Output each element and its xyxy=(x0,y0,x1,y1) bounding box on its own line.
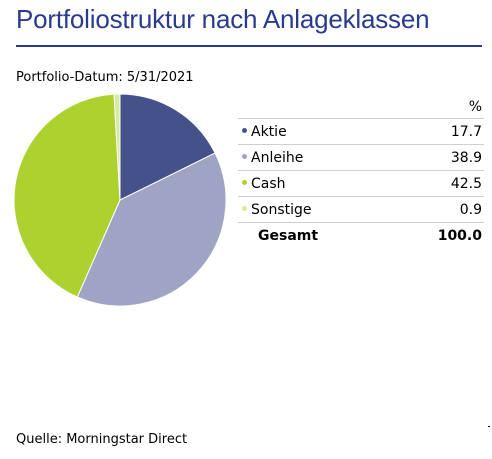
legend-total-row: Gesamt 100.0 xyxy=(238,223,484,249)
legend-dot-cash xyxy=(242,180,247,185)
legend-dot-sonstige xyxy=(242,206,247,211)
chart-title: Portfoliostruktur nach Anlageklassen xyxy=(16,4,430,34)
legend-value-cash: 42.5 xyxy=(393,170,484,197)
total-label: Gesamt xyxy=(258,227,319,244)
legend-row-aktie: Aktie 17.7 xyxy=(238,118,484,145)
legend-value-aktie: 17.7 xyxy=(393,118,484,145)
legend-value-sonstige: 0.9 xyxy=(393,196,484,223)
legend-label-cash: Cash xyxy=(251,175,286,192)
title-underline xyxy=(16,45,482,47)
pie-slice-cash xyxy=(13,93,121,298)
value-header: % xyxy=(393,96,484,119)
total-value: 100.0 xyxy=(437,227,482,244)
portfolio-date: Portfolio-Datum: 5/31/2021 xyxy=(16,70,194,85)
legend-value-anleihe: 38.9 xyxy=(393,144,484,171)
legend-label-sonstige: Sonstige xyxy=(251,201,312,218)
legend-row-sonstige: Sonstige 0.9 xyxy=(238,196,484,223)
source-note: Quelle: Morningstar Direct xyxy=(16,432,188,447)
pie-slice-aktie xyxy=(119,93,216,201)
corner-mark xyxy=(488,426,490,427)
legend-dot-aktie xyxy=(242,128,247,133)
legend-row-anleihe: Anleihe 38.9 xyxy=(238,144,484,171)
pie-slice-sonstige xyxy=(113,93,121,201)
pie-slice-anleihe xyxy=(76,152,227,307)
legend-label-anleihe: Anleihe xyxy=(251,149,304,166)
legend-dot-anleihe xyxy=(242,154,247,159)
legend-label-aktie: Aktie xyxy=(251,123,287,140)
legend-row-cash: Cash 42.5 xyxy=(238,170,484,197)
legend-table: % Aktie 17.7 Anleihe 38.9 Cash 42.5 Sons… xyxy=(238,96,484,248)
legend-header-row: % xyxy=(238,96,484,119)
